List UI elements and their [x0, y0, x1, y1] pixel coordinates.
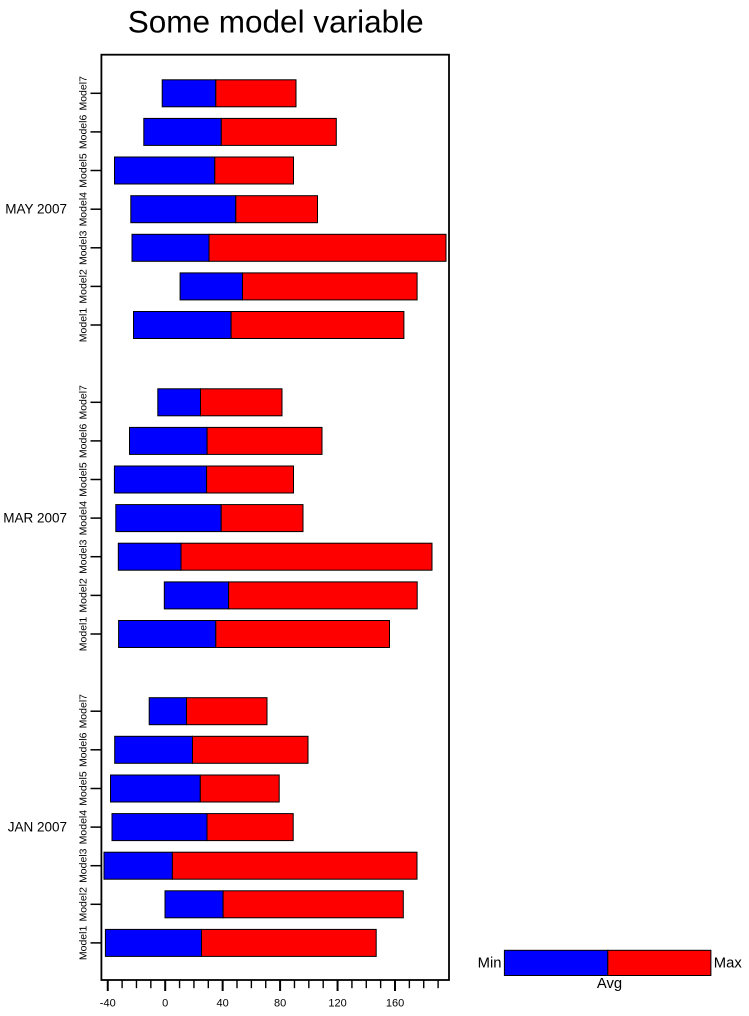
svg-text:0: 0	[162, 998, 168, 1010]
svg-text:Model6: Model6	[77, 424, 89, 459]
svg-text:Model2: Model2	[77, 269, 89, 304]
svg-text:40: 40	[217, 998, 229, 1010]
svg-text:Model3: Model3	[77, 539, 89, 574]
svg-text:Model2: Model2	[77, 887, 89, 922]
svg-text:Model7: Model7	[77, 385, 89, 420]
svg-text:Model2: Model2	[77, 578, 89, 613]
svg-text:120: 120	[328, 998, 346, 1010]
svg-text:Min: Min	[478, 956, 502, 972]
svg-text:160: 160	[386, 998, 404, 1010]
svg-text:-40: -40	[100, 998, 116, 1010]
svg-text:Model7: Model7	[77, 694, 89, 729]
svg-text:Some model variable: Some model variable	[128, 4, 424, 40]
svg-text:Model5: Model5	[77, 462, 89, 497]
svg-text:Avg: Avg	[597, 976, 622, 992]
svg-text:Model6: Model6	[77, 115, 89, 150]
svg-text:Model4: Model4	[77, 810, 89, 845]
svg-text:Model7: Model7	[77, 76, 89, 111]
svg-text:Model1: Model1	[77, 926, 89, 961]
svg-text:80: 80	[274, 998, 286, 1010]
svg-text:Model4: Model4	[77, 501, 89, 536]
svg-text:Model5: Model5	[77, 153, 89, 188]
svg-text:Model1: Model1	[77, 617, 89, 652]
svg-text:JAN 2007: JAN 2007	[8, 820, 67, 835]
svg-text:Max: Max	[714, 956, 743, 972]
svg-text:Model3: Model3	[77, 848, 89, 883]
svg-text:MAY 2007: MAY 2007	[5, 202, 67, 217]
svg-text:MAR 2007: MAR 2007	[3, 511, 67, 526]
svg-text:Model1: Model1	[77, 308, 89, 343]
svg-text:Model3: Model3	[77, 230, 89, 265]
svg-text:Model6: Model6	[77, 732, 89, 767]
svg-text:Model5: Model5	[77, 771, 89, 806]
svg-text:Model4: Model4	[77, 192, 89, 227]
